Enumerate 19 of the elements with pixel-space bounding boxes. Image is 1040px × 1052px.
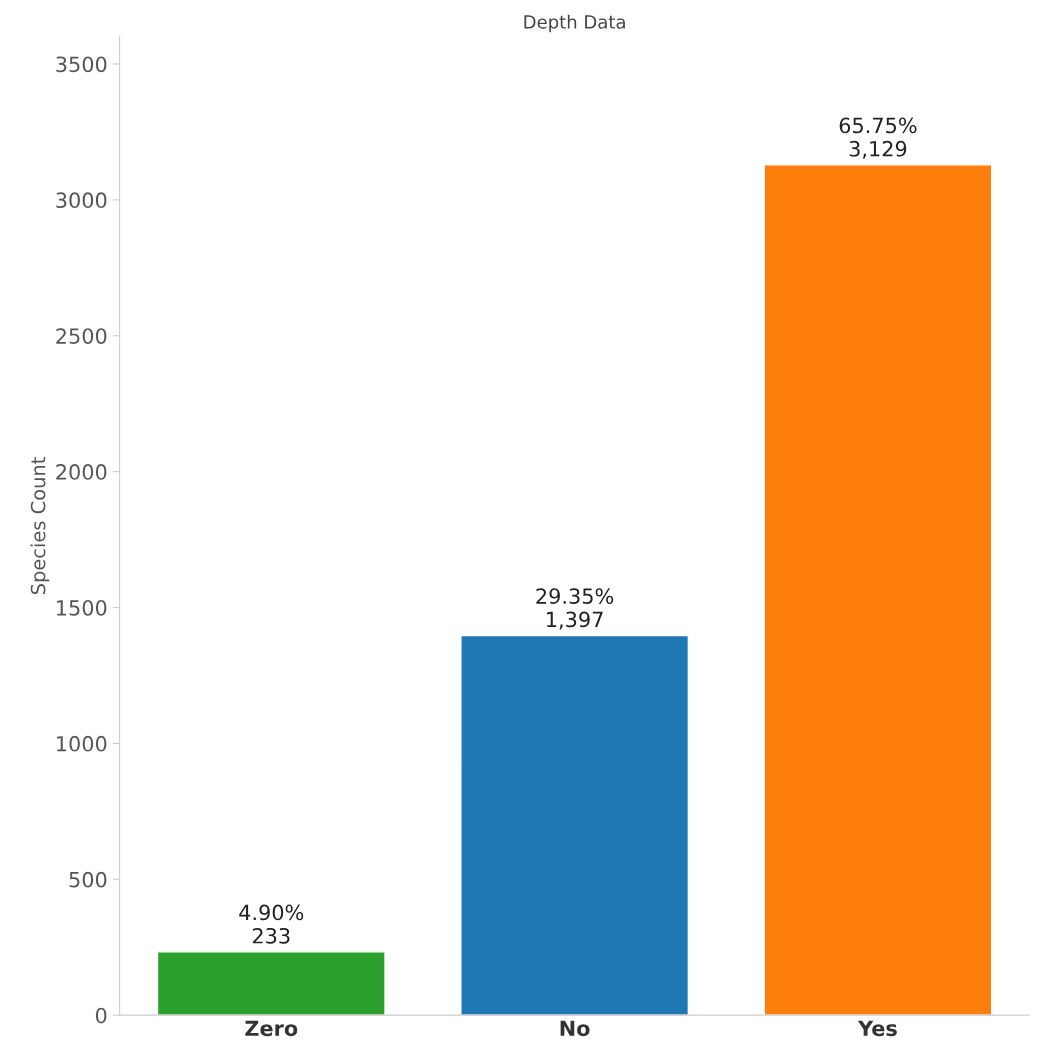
data-label: 4.90% 233 <box>239 904 304 944</box>
data-label: 65.75% 3,129 <box>839 117 917 159</box>
y-tick-label: 3000 <box>56 192 107 209</box>
y-tick-label: 2000 <box>56 464 107 480</box>
y-tick-label: 500 <box>69 871 107 888</box>
data-label: 29.35% 1,397 <box>536 588 614 630</box>
chart-title: Depth Data <box>524 14 625 33</box>
bar <box>763 164 993 1016</box>
bar <box>156 951 386 1016</box>
y-tick-label: 2500 <box>56 328 107 344</box>
x-tick-label: No <box>560 1020 590 1037</box>
x-tick-label: Zero <box>245 1020 298 1037</box>
y-tick-label: 0 <box>95 1007 107 1024</box>
y-tick-label: 1500 <box>57 599 107 616</box>
x-tick-label: Yes <box>857 1020 897 1037</box>
bar <box>460 634 690 1016</box>
y-tick-label: 1000 <box>57 735 107 752</box>
y-axis-title: Species Count <box>30 457 50 595</box>
y-tick-label: 3500 <box>56 56 107 73</box>
